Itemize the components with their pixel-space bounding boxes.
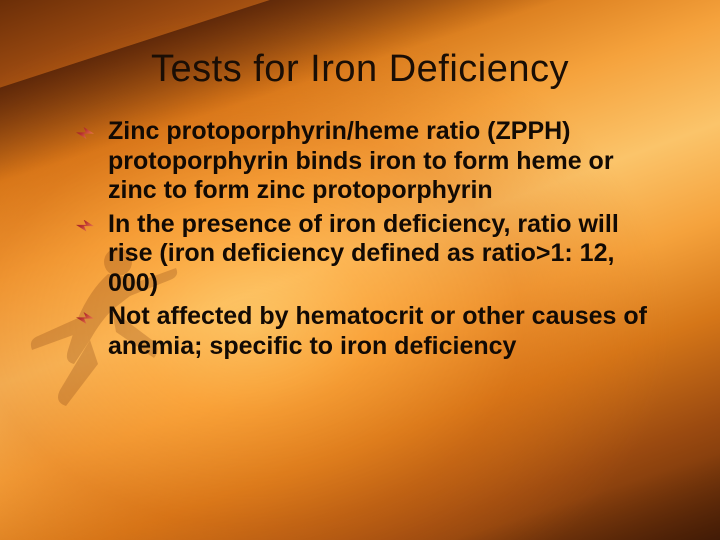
bullet-text: Not affected by hematocrit or other caus… — [108, 302, 647, 360]
list-item: In the presence of iron deficiency, rati… — [108, 210, 668, 299]
bullet-list: Zinc protoporphyrin/heme ratio (ZPPH) pr… — [52, 117, 668, 361]
list-item: Zinc protoporphyrin/heme ratio (ZPPH) pr… — [108, 117, 668, 206]
list-item: Not affected by hematocrit or other caus… — [108, 302, 668, 361]
bullet-text: In the presence of iron deficiency, rati… — [108, 210, 619, 297]
bullet-lead: Zinc protoporphyrin/heme ratio (ZPPH) — [108, 117, 571, 145]
slide-container: Tests for Iron Deficiency Zinc protoporp… — [0, 0, 720, 540]
bullet-text: protoporphyrin binds iron to form heme o… — [108, 147, 614, 205]
slide-title: Tests for Iron Deficiency — [52, 48, 668, 91]
